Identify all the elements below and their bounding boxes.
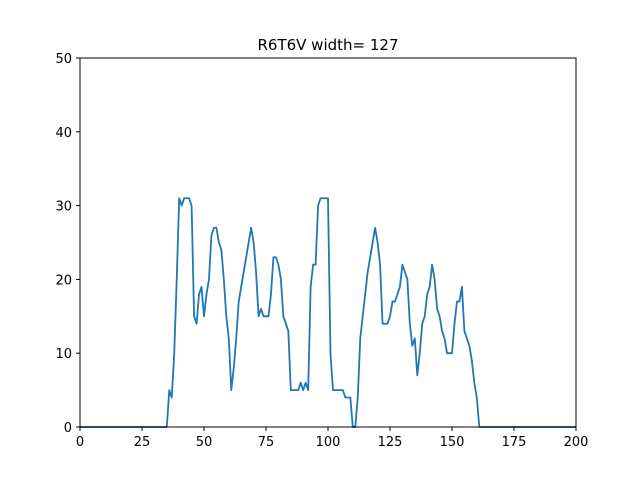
axes: 0 25 50 75 100 125 150 175 200 0 10 20 30 40 50 [55,52,588,450]
x-tick-label: 75 [258,435,275,450]
y-tick-label: 40 [55,126,72,141]
series-line-0 [80,197,576,428]
y-tick-label: 20 [55,273,72,288]
chart-title: R6T6V width= 127 [257,36,398,54]
x-tick-label: 175 [502,435,527,450]
plot-area [80,197,576,428]
x-tick-label: 200 [564,435,589,450]
x-tick-label: 25 [134,435,151,450]
x-tick-label: 100 [316,435,341,450]
x-tick-label: 50 [196,435,213,450]
x-tick-label: 0 [76,435,84,450]
y-tick-label: 10 [55,347,72,362]
y-tick-label: 0 [64,421,72,436]
x-tick-label: 150 [440,435,465,450]
x-tick-label: 125 [378,435,403,450]
y-tick-label: 50 [55,52,72,67]
y-tick-label: 30 [55,200,72,215]
